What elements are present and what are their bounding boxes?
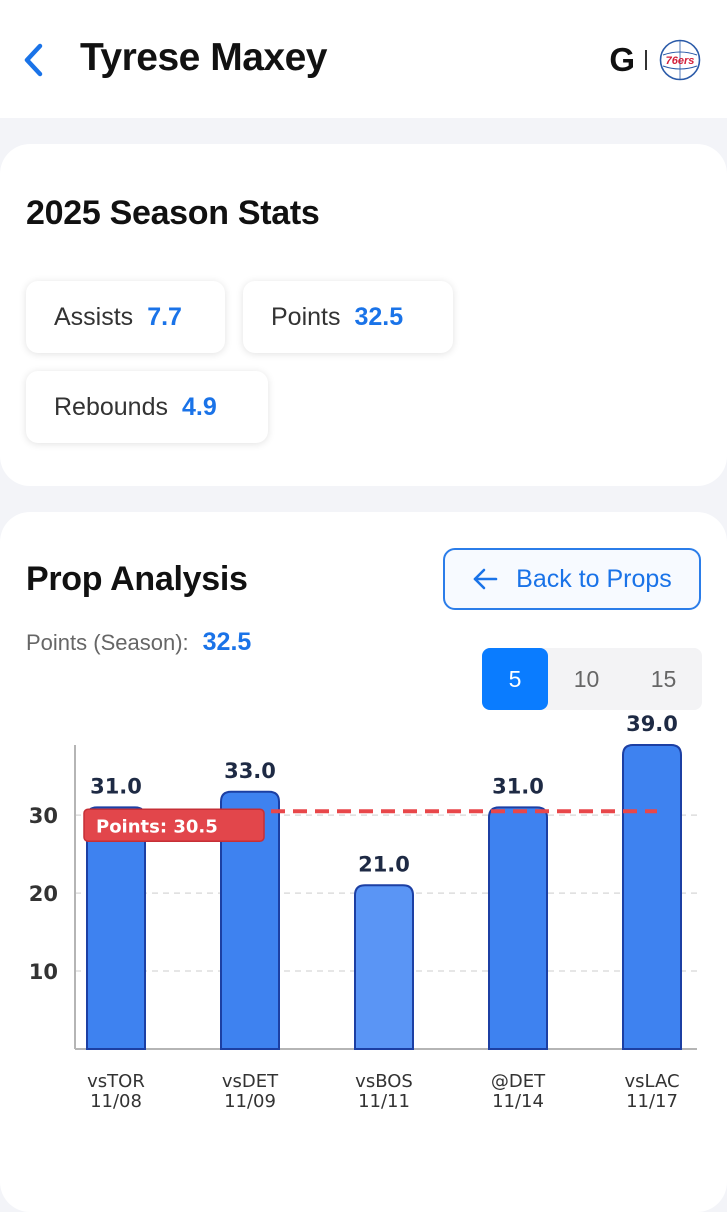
bar-value-label: 31.0 — [90, 774, 142, 798]
bar-value-label: 21.0 — [358, 852, 410, 876]
chevron-left-icon[interactable] — [18, 40, 50, 80]
page-title: Tyrese Maxey — [80, 36, 327, 79]
y-tick-label: 20 — [29, 882, 58, 906]
stat-value: 32.5 — [354, 302, 404, 331]
bar — [220, 790, 280, 1050]
prop-analysis-title: Prop Analysis — [26, 560, 248, 598]
stat-chip-points: Points 32.5 — [243, 281, 453, 353]
range-option-10[interactable]: 10 — [573, 665, 600, 692]
x-date-label: 11/14 — [492, 1091, 544, 1112]
range-option-15[interactable]: 15 — [650, 665, 677, 692]
divider — [645, 50, 647, 70]
x-category-label: vsBOS — [355, 1071, 413, 1092]
stat-chip-assists: Assists 7.7 — [26, 281, 225, 353]
prop-analysis-card: Prop Analysis Back to Props Points (Seas… — [0, 512, 727, 1212]
bar-value-label: 39.0 — [626, 712, 678, 736]
stat-label: Rebounds — [54, 392, 168, 421]
back-to-props-label: Back to Props — [516, 564, 672, 593]
header: Tyrese Maxey G 76ers — [0, 0, 727, 118]
season-value: 32.5 — [202, 628, 252, 656]
x-category-label: @DET — [491, 1071, 546, 1092]
season-average: Points (Season): 32.5 — [26, 628, 251, 657]
stat-value: 7.7 — [147, 302, 182, 331]
stat-label: Points — [271, 302, 341, 331]
x-category-label: vsTOR — [87, 1071, 145, 1092]
bar — [622, 744, 682, 1050]
bar-value-label: 31.0 — [492, 774, 544, 798]
x-date-label: 11/11 — [358, 1091, 410, 1112]
prop-line-label: Points: 30.5 — [96, 816, 218, 837]
x-date-label: 11/17 — [626, 1091, 678, 1112]
prop-line-badge — [83, 808, 265, 843]
stat-label: Assists — [54, 302, 134, 331]
back-to-props-button[interactable]: Back to Props — [443, 548, 701, 610]
game-range-selector: 5 10 15 — [482, 648, 702, 710]
position-group: G 76ers — [609, 38, 701, 82]
bar — [354, 884, 414, 1050]
bar-value-label: 33.0 — [224, 759, 276, 783]
x-category-label: vsDET — [222, 1071, 279, 1092]
season-stats-title: 2025 Season Stats — [26, 194, 320, 232]
y-tick-label: 30 — [29, 804, 58, 828]
season-stats-card: 2025 Season Stats Assists 7.7 Points 32.… — [0, 144, 727, 486]
range-option-5[interactable]: 5 — [482, 648, 548, 710]
position-label: G — [609, 41, 635, 78]
x-category-label: vsLAC — [624, 1071, 679, 1092]
arrow-left-icon — [473, 568, 498, 590]
y-tick-label: 10 — [29, 960, 58, 984]
bar — [86, 806, 146, 1050]
stat-value: 4.9 — [181, 392, 217, 421]
x-date-label: 11/09 — [224, 1091, 276, 1112]
bar — [488, 806, 548, 1050]
season-label: Points (Season): — [26, 630, 189, 655]
x-date-label: 11/08 — [90, 1091, 142, 1112]
team-logo-text: 76ers — [666, 55, 695, 67]
76ers-logo-icon: 76ers — [659, 39, 701, 81]
stat-chip-rebounds: Rebounds 4.9 — [26, 371, 268, 443]
